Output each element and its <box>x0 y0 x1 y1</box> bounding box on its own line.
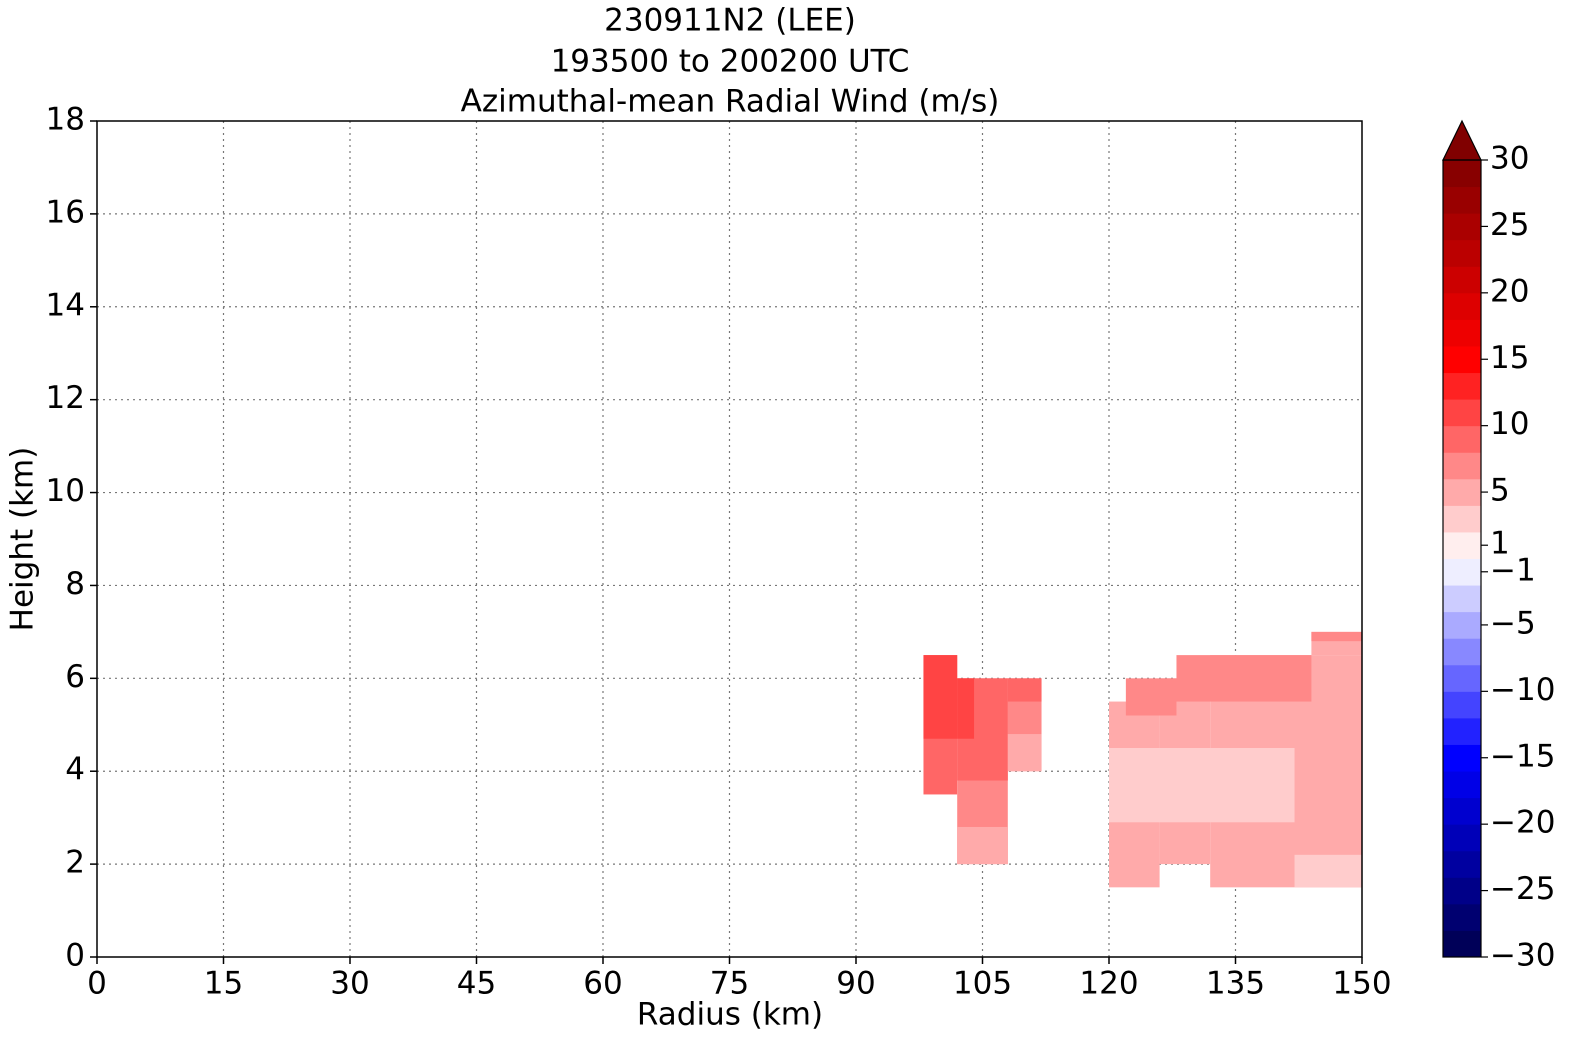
y-tick-label: 14 <box>46 287 85 323</box>
colorbar-band <box>1443 452 1481 480</box>
x-tick-label: 90 <box>836 966 875 1002</box>
colorbar-band <box>1443 717 1481 745</box>
y-tick-label: 6 <box>65 659 85 695</box>
chart-title: 193500 to 200200 UTC <box>551 44 910 80</box>
contour-region <box>1125 678 1177 716</box>
y-tick-label: 2 <box>65 845 85 881</box>
colorbar-band <box>1443 930 1481 958</box>
contour-region <box>957 678 975 739</box>
x-tick-label: 15 <box>204 966 243 1002</box>
y-tick-label: 12 <box>46 380 85 416</box>
colorbar-tick-label: −15 <box>1490 738 1555 774</box>
x-tick-label: 150 <box>1332 966 1391 1002</box>
colorbar-tick-label: −20 <box>1490 805 1555 841</box>
x-tick-label: 0 <box>87 966 107 1002</box>
x-tick-label: 60 <box>583 966 622 1002</box>
colorbar-extend <box>1442 119 1482 161</box>
y-tick-label: 0 <box>65 938 85 974</box>
colorbar-tick-label: −30 <box>1490 938 1555 974</box>
x-axis-label: Radius (km) <box>637 997 823 1033</box>
colorbar-band <box>1443 744 1481 772</box>
contour-region <box>1176 655 1312 702</box>
colorbar-band <box>1443 266 1481 294</box>
colorbar-band <box>1443 239 1481 267</box>
chart-title: 230911N2 (LEE) <box>604 3 856 39</box>
x-tick-label: 135 <box>1206 966 1265 1002</box>
y-axis-label: Height (km) <box>5 447 41 632</box>
contour-region <box>1007 734 1042 772</box>
colorbar-band <box>1443 691 1481 719</box>
colorbar-band <box>1443 664 1481 692</box>
colorbar-band <box>1443 638 1481 666</box>
chart-title: Azimuthal-mean Radial Wind (m/s) <box>461 84 1000 120</box>
colorbar-band <box>1443 611 1481 639</box>
y-tick-label: 18 <box>46 102 85 138</box>
colorbar-tick-label: −5 <box>1490 605 1536 641</box>
colorbar-tick-label: 15 <box>1490 340 1529 376</box>
contour-region <box>1311 631 1362 642</box>
colorbar-band <box>1443 399 1481 427</box>
colorbar-tick-label: 1 <box>1490 526 1510 562</box>
colorbar-band <box>1443 850 1481 878</box>
contour-region <box>957 826 1008 865</box>
y-tick-label: 10 <box>46 473 85 509</box>
colorbar-band <box>1443 585 1481 613</box>
colorbar-band <box>1443 213 1481 241</box>
colorbar-band <box>1443 186 1481 214</box>
colorbar-band <box>1443 372 1481 400</box>
contour-region <box>1294 854 1362 888</box>
x-tick-label: 45 <box>457 966 496 1002</box>
x-tick-label: 75 <box>710 966 749 1002</box>
colorbar-band <box>1443 505 1481 533</box>
colorbar-band <box>1443 319 1481 347</box>
colorbar-frame <box>1442 159 1482 958</box>
colorbar-band <box>1443 824 1481 852</box>
colorbar-band <box>1443 771 1481 799</box>
colorbar-tick-label: 10 <box>1490 406 1529 442</box>
x-tick-label: 30 <box>330 966 369 1002</box>
contour-region <box>1109 748 1295 823</box>
colorbar-band <box>1443 345 1481 374</box>
colorbar-tick-label: −10 <box>1490 672 1555 708</box>
colorbar-band <box>1443 558 1481 586</box>
colorbar-tick-label: 25 <box>1490 207 1529 243</box>
colorbar-tick-label: −25 <box>1490 871 1555 907</box>
x-tick-label: 105 <box>953 966 1012 1002</box>
contour-region <box>923 655 958 739</box>
colorbar-band <box>1443 478 1481 506</box>
colorbar-band <box>1443 160 1481 188</box>
y-tick-label: 8 <box>65 566 85 602</box>
colorbar-band <box>1443 797 1481 825</box>
colorbar-band <box>1443 903 1481 931</box>
colorbar-band <box>1443 292 1481 320</box>
y-tick-label: 16 <box>46 194 85 230</box>
colorbar-band <box>1443 531 1481 559</box>
colorbar-band <box>1443 877 1481 905</box>
colorbar-tick-label: −1 <box>1490 552 1536 588</box>
colorbar-band <box>1443 425 1481 453</box>
colorbar-tick-label: 30 <box>1490 141 1529 177</box>
contour-region <box>1007 678 1042 702</box>
x-tick-label: 120 <box>1079 966 1138 1002</box>
y-tick-label: 4 <box>65 752 85 788</box>
colorbar-tick-label: 5 <box>1490 473 1510 509</box>
colorbar-tick-label: 20 <box>1490 273 1529 309</box>
